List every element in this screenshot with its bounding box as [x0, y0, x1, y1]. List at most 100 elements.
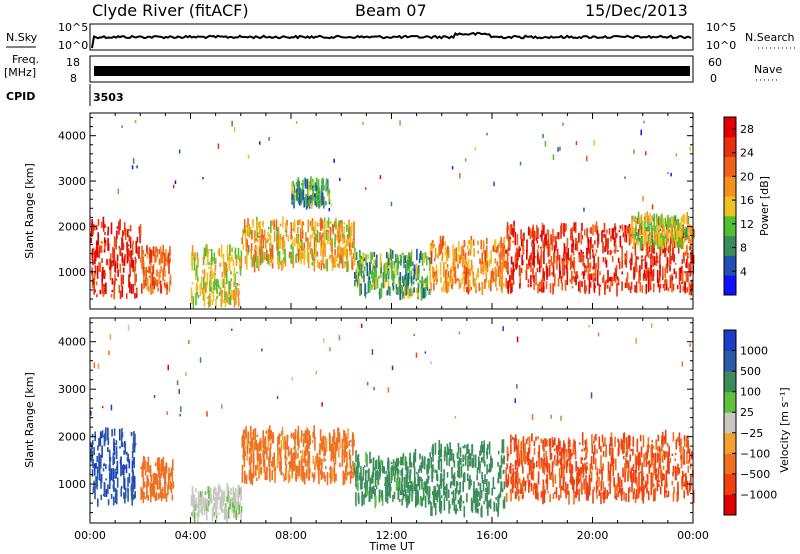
echo-mark	[507, 225, 509, 231]
echo-mark	[459, 283, 462, 288]
echo-mark	[249, 447, 251, 454]
echo-mark	[133, 494, 136, 500]
echo-mark	[278, 433, 280, 445]
echo-mark	[254, 230, 256, 244]
echo-mark	[662, 450, 665, 456]
echo-mark	[386, 485, 388, 492]
scatter-echo-mark	[178, 149, 181, 154]
echo-mark	[437, 460, 440, 463]
echo-mark	[625, 457, 627, 472]
echo-mark	[100, 473, 103, 483]
echo-mark	[625, 234, 628, 243]
echo-mark	[512, 468, 514, 482]
echo-mark	[147, 495, 149, 501]
echo-mark	[576, 472, 578, 486]
echo-mark	[549, 447, 551, 452]
echo-mark	[592, 244, 594, 249]
echo-mark	[351, 472, 353, 475]
echo-mark	[442, 235, 444, 246]
echo-mark	[541, 222, 544, 231]
echo-mark	[374, 495, 376, 509]
echo-mark	[345, 451, 347, 458]
echo-mark	[676, 437, 679, 442]
echo-mark	[662, 284, 665, 289]
echo-mark	[674, 221, 676, 227]
echo-mark	[419, 498, 422, 506]
scatter-echo-mark	[328, 207, 331, 212]
echo-mark	[551, 237, 553, 251]
echo-mark	[553, 491, 556, 495]
echo-mark	[443, 266, 445, 278]
echo-mark	[641, 472, 643, 481]
echo-mark	[203, 277, 205, 290]
echo-mark	[362, 475, 364, 481]
echo-mark	[680, 453, 683, 458]
echo-mark	[218, 284, 220, 289]
echo-mark	[446, 487, 448, 502]
echo-mark	[376, 469, 378, 480]
echo-mark	[664, 484, 666, 498]
echo-mark	[242, 233, 244, 237]
echo-mark	[540, 249, 543, 258]
echo-mark	[295, 188, 298, 193]
echo-mark	[103, 284, 105, 287]
echo-mark	[359, 252, 361, 266]
echo-mark	[334, 255, 336, 268]
echo-mark	[368, 486, 371, 492]
echo-mark	[166, 284, 168, 290]
echo-mark	[242, 454, 244, 458]
echo-mark	[667, 454, 670, 469]
echo-mark	[320, 217, 322, 231]
echo-mark	[164, 256, 167, 267]
echo-mark	[272, 433, 274, 438]
echo-mark	[239, 256, 241, 270]
echo-mark	[637, 484, 639, 494]
echo-mark	[439, 235, 442, 247]
echo-mark	[167, 485, 170, 488]
echo-mark	[625, 256, 628, 268]
echo-mark	[391, 465, 393, 471]
echo-mark	[345, 464, 348, 472]
echo-mark	[242, 457, 245, 460]
echo-mark	[644, 221, 646, 228]
echo-mark	[198, 509, 200, 518]
noise-right-tick-bottom: 10^0	[706, 39, 736, 52]
echo-mark	[563, 258, 565, 262]
echo-mark	[271, 461, 273, 467]
echo-mark	[479, 461, 481, 474]
echo-mark	[508, 241, 511, 249]
echo-mark	[209, 280, 211, 292]
echo-mark	[474, 493, 477, 500]
echo-mark	[323, 441, 325, 456]
echo-mark	[496, 261, 499, 267]
echo-mark	[493, 501, 495, 512]
echo-mark	[426, 464, 428, 475]
echo-mark	[295, 190, 297, 194]
echo-mark	[328, 193, 330, 200]
echo-mark	[257, 231, 259, 238]
echo-mark	[641, 462, 643, 476]
echo-mark	[398, 477, 401, 488]
echo-mark	[659, 264, 661, 277]
echo-mark	[91, 223, 93, 237]
echo-mark	[378, 275, 380, 279]
echo-mark	[94, 251, 97, 262]
echo-mark	[537, 283, 539, 294]
echo-mark	[253, 471, 255, 478]
echo-mark	[396, 266, 399, 276]
echo-mark	[509, 466, 511, 474]
echo-mark	[552, 283, 554, 295]
scatter-echo-mark	[667, 172, 669, 175]
echo-mark	[228, 296, 231, 305]
echo-mark	[462, 463, 465, 467]
echo-mark	[542, 268, 544, 279]
echo-mark	[556, 248, 559, 261]
echo-mark	[531, 462, 533, 475]
echo-mark	[311, 440, 314, 444]
echo-mark	[522, 238, 524, 244]
echo-mark	[552, 460, 555, 464]
echo-mark	[367, 254, 369, 259]
echo-mark	[360, 255, 362, 259]
echo-mark	[319, 232, 321, 241]
